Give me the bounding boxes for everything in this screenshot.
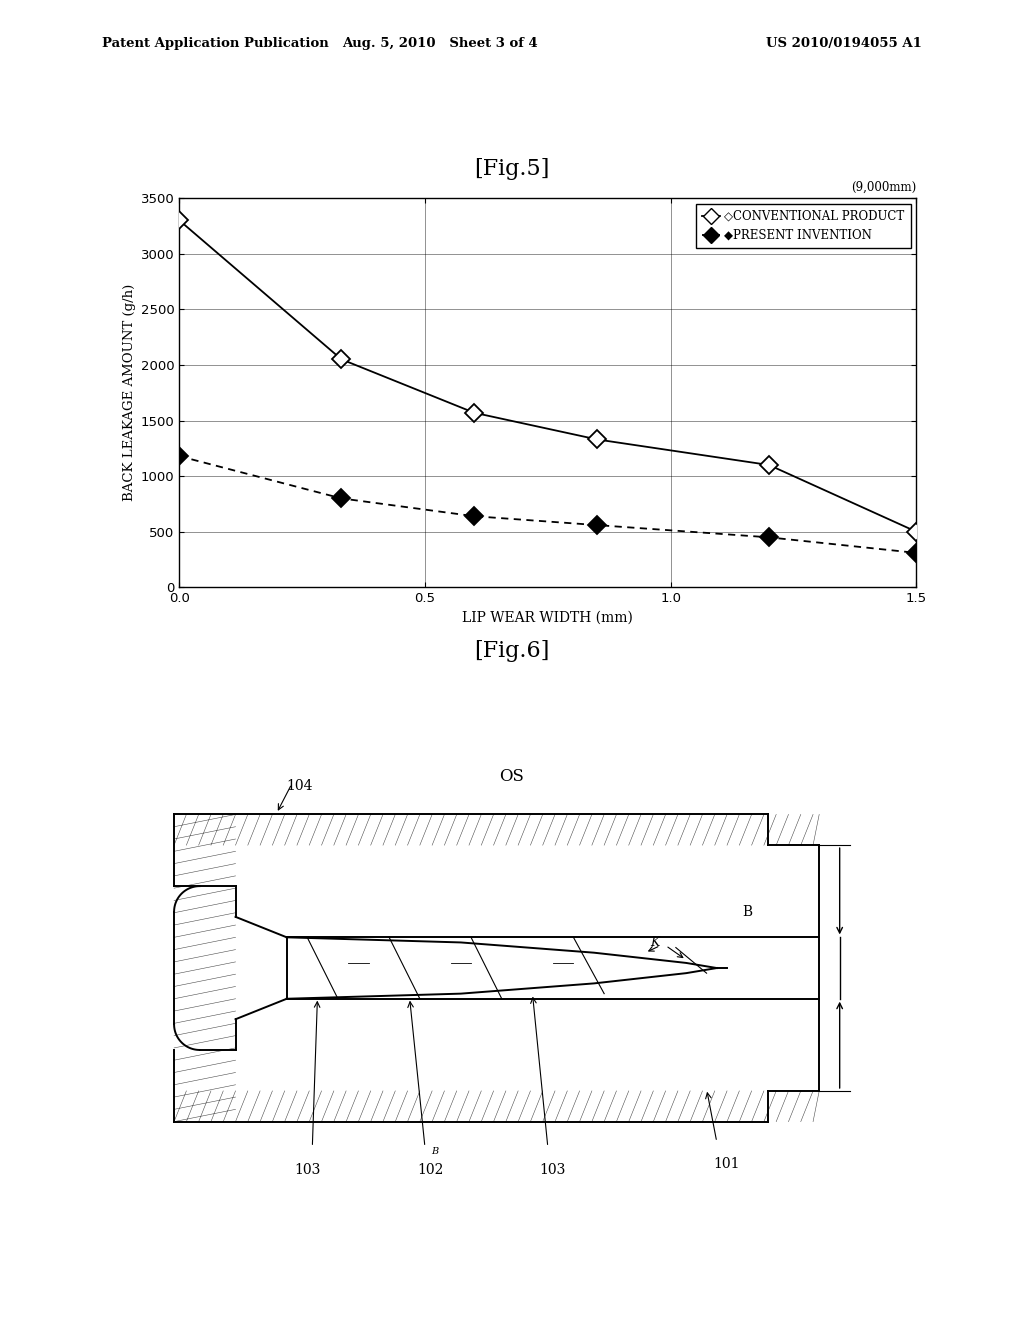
- Text: (9,000mm): (9,000mm): [851, 181, 916, 194]
- Text: OS: OS: [500, 768, 524, 785]
- Text: 103: 103: [294, 1163, 321, 1176]
- Text: [Fig.6]: [Fig.6]: [474, 640, 550, 663]
- Text: 102: 102: [417, 1163, 443, 1176]
- Text: 104: 104: [287, 779, 313, 792]
- Text: [Fig.5]: [Fig.5]: [474, 158, 550, 181]
- Text: US 2010/0194055 A1: US 2010/0194055 A1: [766, 37, 922, 50]
- Text: B: B: [432, 1147, 438, 1156]
- Legend: ◇CONVENTIONAL PRODUCT, ◆PRESENT INVENTION: ◇CONVENTIONAL PRODUCT, ◆PRESENT INVENTIO…: [696, 203, 910, 248]
- Text: B: B: [742, 904, 753, 919]
- Text: 103: 103: [540, 1163, 566, 1176]
- Text: 101: 101: [714, 1158, 740, 1171]
- Text: Patent Application Publication: Patent Application Publication: [102, 37, 329, 50]
- Text: K: K: [650, 936, 660, 949]
- Text: Aug. 5, 2010   Sheet 3 of 4: Aug. 5, 2010 Sheet 3 of 4: [342, 37, 539, 50]
- Y-axis label: BACK LEAKAGE AMOUNT (g/h): BACK LEAKAGE AMOUNT (g/h): [124, 284, 136, 502]
- X-axis label: LIP WEAR WIDTH (mm): LIP WEAR WIDTH (mm): [463, 611, 633, 624]
